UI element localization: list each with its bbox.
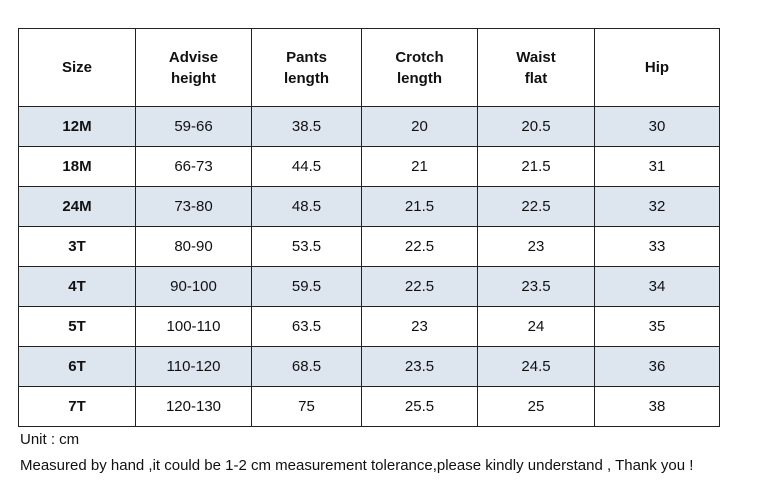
table-cell: 100-110 <box>135 306 252 347</box>
size-cell: 6T <box>18 346 136 387</box>
table-cell: 32 <box>594 186 720 227</box>
header-row: Size Advise height Pants length Crotch leng… <box>18 28 720 107</box>
size-cell: 5T <box>18 306 136 347</box>
table-cell: 53.5 <box>251 226 362 267</box>
table-cell: 21.5 <box>477 146 595 187</box>
header-cell: Waist flat <box>477 28 595 107</box>
table-cell: 23.5 <box>361 346 478 387</box>
table-cell: 22.5 <box>477 186 595 227</box>
table-cell: 33 <box>594 226 720 267</box>
size-cell: 7T <box>18 386 136 427</box>
table-row: 5T 100-110 63.5 23 24 35 <box>18 306 720 347</box>
table-cell: 24 <box>477 306 595 347</box>
table-cell: 24.5 <box>477 346 595 387</box>
table-row: 18M 66-73 44.5 21 21.5 31 <box>18 146 720 187</box>
size-cell: 4T <box>18 266 136 307</box>
table-cell: 75 <box>251 386 362 427</box>
table-cell: 66-73 <box>135 146 252 187</box>
header-cell: Size <box>18 28 136 107</box>
table-cell: 35 <box>594 306 720 347</box>
table-row: 24M 73-80 48.5 21.5 22.5 32 <box>18 186 720 227</box>
table-cell: 21.5 <box>361 186 478 227</box>
table-cell: 25.5 <box>361 386 478 427</box>
table-cell: 34 <box>594 266 720 307</box>
table-cell: 22.5 <box>361 266 478 307</box>
header-cell: Hip <box>594 28 720 107</box>
table-cell: 21 <box>361 146 478 187</box>
size-cell: 12M <box>18 106 136 147</box>
header-cell: Pants length <box>251 28 362 107</box>
size-table: Size Advise height Pants length Crotch leng… <box>18 28 720 427</box>
table-cell: 80-90 <box>135 226 252 267</box>
table-cell: 23.5 <box>477 266 595 307</box>
table-cell: 110-120 <box>135 346 252 387</box>
table-cell: 36 <box>594 346 720 387</box>
table-cell: 22.5 <box>361 226 478 267</box>
table-cell: 48.5 <box>251 186 362 227</box>
table-row: 3T 80-90 53.5 22.5 23 33 <box>18 226 720 267</box>
table-cell: 73-80 <box>135 186 252 227</box>
table-row: 4T 90-100 59.5 22.5 23.5 34 <box>18 266 720 307</box>
unit-note: Unit : cm <box>20 431 80 448</box>
table-cell: 25 <box>477 386 595 427</box>
table-cell: 20 <box>361 106 478 147</box>
table-row: 7T 120-130 75 25.5 25 38 <box>18 386 720 427</box>
table-cell: 23 <box>361 306 478 347</box>
table-cell: 30 <box>594 106 720 147</box>
table-cell: 68.5 <box>251 346 362 387</box>
size-cell: 24M <box>18 186 136 227</box>
tolerance-note: Measured by hand ,it could be 1-2 cm mea… <box>20 457 694 474</box>
table-row: 6T 110-120 68.5 23.5 24.5 36 <box>18 346 720 387</box>
table-cell: 90-100 <box>135 266 252 307</box>
table-cell: 20.5 <box>477 106 595 147</box>
table-cell: 23 <box>477 226 595 267</box>
table-cell: 38.5 <box>251 106 362 147</box>
size-cell: 18M <box>18 146 136 187</box>
table-cell: 44.5 <box>251 146 362 187</box>
header-cell: Advise height <box>135 28 252 107</box>
size-cell: 3T <box>18 226 136 267</box>
table-row: 12M 59-66 38.5 20 20.5 30 <box>18 106 720 147</box>
table-cell: 59-66 <box>135 106 252 147</box>
table-cell: 120-130 <box>135 386 252 427</box>
table-cell: 38 <box>594 386 720 427</box>
table-cell: 63.5 <box>251 306 362 347</box>
table-cell: 59.5 <box>251 266 362 307</box>
header-cell: Crotch length <box>361 28 478 107</box>
table-cell: 31 <box>594 146 720 187</box>
table-body: 12M 59-66 38.5 20 20.5 30 18M 66-73 44.5 21 21.5 31… <box>18 106 720 427</box>
